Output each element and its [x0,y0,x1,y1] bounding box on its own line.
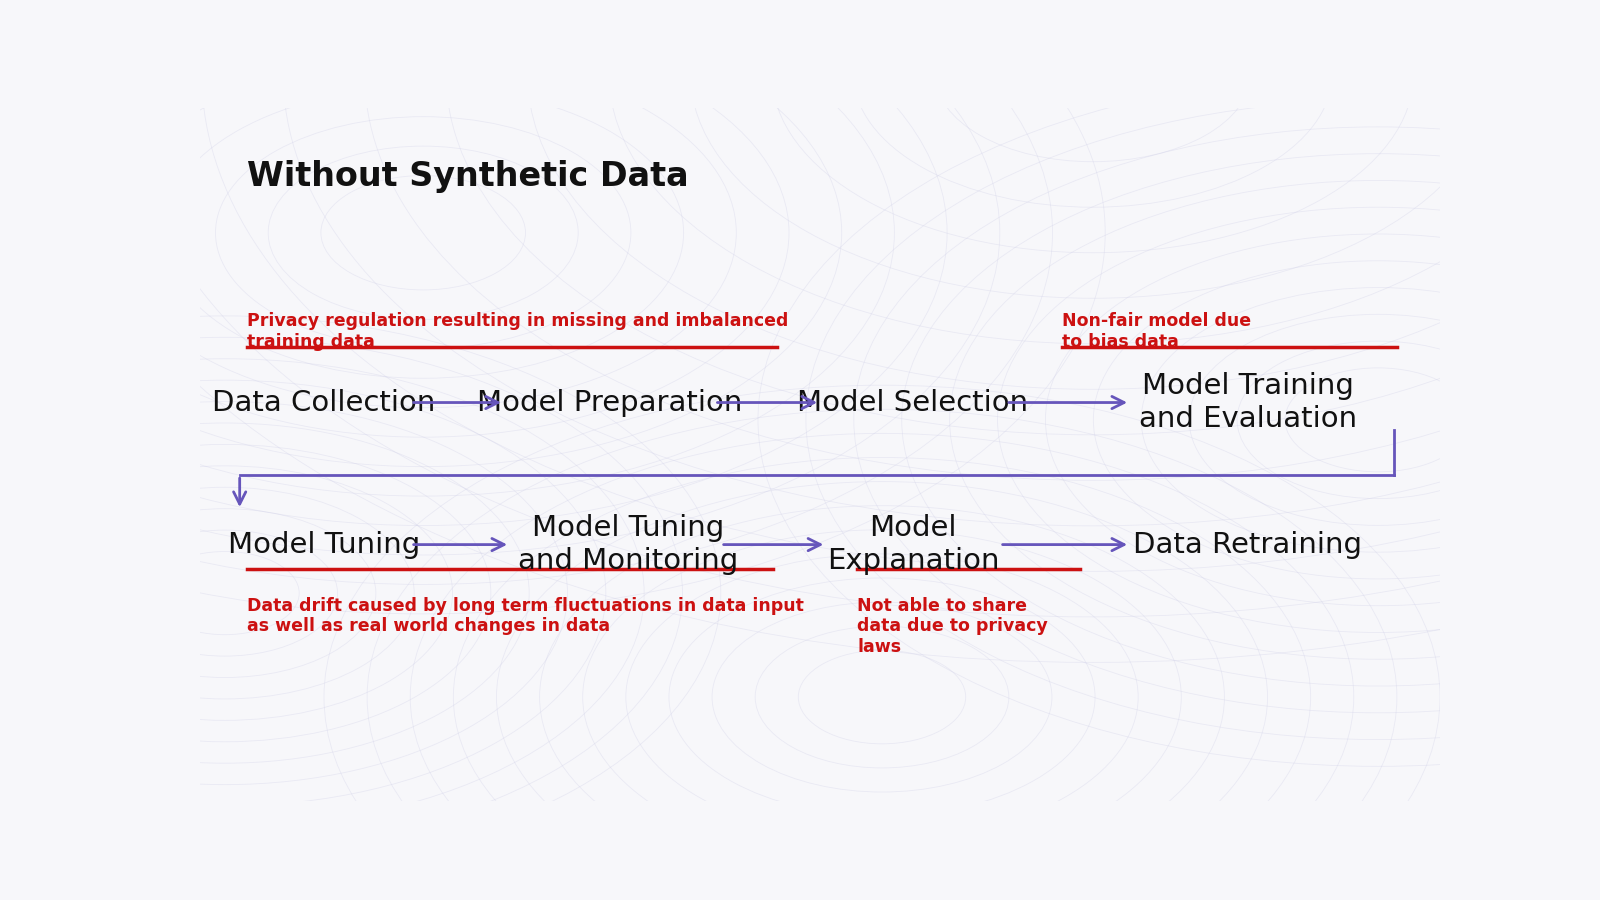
Text: Model Tuning: Model Tuning [227,531,421,559]
Text: Model
Explanation: Model Explanation [827,515,1000,575]
Text: Model Training
and Evaluation: Model Training and Evaluation [1139,373,1357,433]
Text: Data Retraining: Data Retraining [1133,531,1362,559]
Text: Without Synthetic Data: Without Synthetic Data [246,160,688,193]
Text: Data drift caused by long term fluctuations in data input
as well as real world : Data drift caused by long term fluctuati… [246,597,803,635]
Text: Data Collection: Data Collection [213,389,435,417]
Text: Privacy regulation resulting in missing and imbalanced
training data: Privacy regulation resulting in missing … [246,312,789,351]
Text: Model Tuning
and Monitoring: Model Tuning and Monitoring [518,515,738,575]
Text: Model Preparation: Model Preparation [477,389,742,417]
Text: Model Selection: Model Selection [797,389,1029,417]
Text: Not able to share
data due to privacy
laws: Not able to share data due to privacy la… [858,597,1048,656]
Text: Non-fair model due
to bias data: Non-fair model due to bias data [1062,312,1251,351]
